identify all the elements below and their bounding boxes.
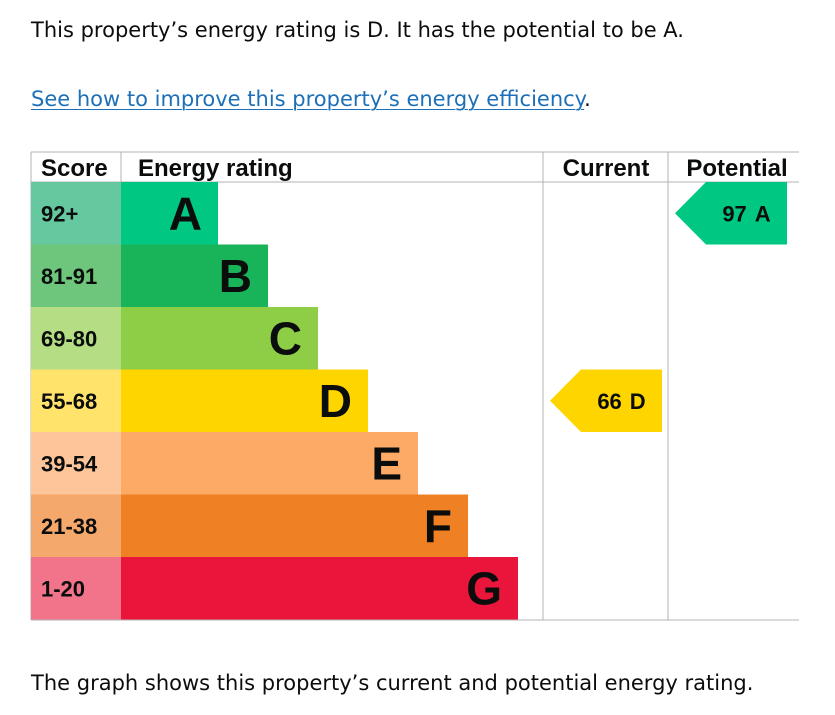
header-current: Current xyxy=(563,155,650,182)
score-label-e: 39-54 xyxy=(41,451,98,476)
score-cell-g xyxy=(31,557,121,620)
rating-summary: This property’s energy rating is D. It h… xyxy=(31,18,684,42)
rating-letter-c: C xyxy=(269,312,302,364)
score-cell-d xyxy=(31,369,121,432)
rating-letter-b: B xyxy=(219,250,252,302)
current-rating-label: 66 D xyxy=(597,389,645,414)
score-cell-e xyxy=(31,432,121,495)
score-label-f: 21-38 xyxy=(41,514,97,539)
potential-rating-band: A xyxy=(755,201,771,226)
score-cell-a xyxy=(31,182,121,245)
header-potential: Potential xyxy=(686,155,787,182)
rating-letter-e: E xyxy=(371,437,402,489)
rating-bar-d xyxy=(121,369,368,432)
current-rating-arrow xyxy=(550,369,662,432)
rating-letter-a: A xyxy=(169,187,202,239)
rating-bar-g xyxy=(121,557,518,620)
potential-rating-score: 97 xyxy=(722,201,746,226)
rating-letter-f: F xyxy=(424,500,452,552)
chart-caption: The graph shows this property’s current … xyxy=(31,671,754,695)
rating-letter-g: G xyxy=(466,562,502,614)
header-score: Score xyxy=(41,155,108,182)
score-label-d: 55-68 xyxy=(41,389,97,414)
potential-rating-arrow xyxy=(675,182,787,245)
rating-bar-a xyxy=(121,182,218,245)
score-label-b: 81-91 xyxy=(41,264,97,289)
rating-letter-d: D xyxy=(319,375,352,427)
improve-link-period: . xyxy=(584,87,591,111)
score-cell-f xyxy=(31,494,121,557)
rating-bands: 92+ A 81-91 B 69-80 C 55-68 D 39-54 E 21-38 F 1-20 G xyxy=(31,182,518,620)
current-rating-score: 66 xyxy=(597,389,621,414)
potential-rating-label: 97 A xyxy=(722,201,770,226)
rating-bar-b xyxy=(121,244,268,307)
rating-arrows: 66 D 97 A xyxy=(550,182,787,432)
header-energy-rating: Energy rating xyxy=(138,155,293,182)
score-cell-b xyxy=(31,244,121,307)
score-label-c: 69-80 xyxy=(41,326,97,351)
score-cell-c xyxy=(31,307,121,370)
current-rating-band: D xyxy=(630,389,646,414)
score-label-a: 92+ xyxy=(41,201,78,226)
score-label-g: 1-20 xyxy=(41,576,85,601)
improve-efficiency-paragraph: See how to improve this property’s energ… xyxy=(31,83,591,115)
rating-bar-c xyxy=(121,307,318,370)
rating-bar-f xyxy=(121,494,468,557)
improve-efficiency-link[interactable]: See how to improve this property’s energ… xyxy=(31,87,585,111)
rating-bar-e xyxy=(121,432,418,495)
